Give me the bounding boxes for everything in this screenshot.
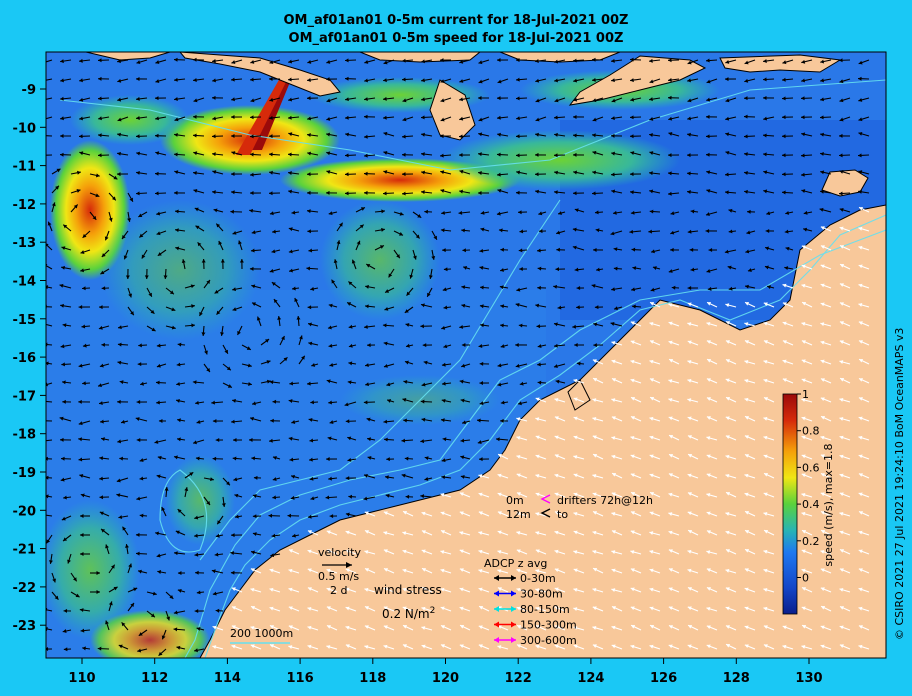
drifter-legend: 0m 12m drifters 72h@12h to [506, 494, 653, 521]
velocity-legend: velocity 0.5 m/s 2 d wind stress 0.2 N/m… [230, 546, 442, 644]
y-tick-label: -17 [13, 389, 37, 404]
x-tick-label: 130 [795, 671, 822, 686]
adcp-item-label: 150-300m [520, 619, 577, 632]
adcp-item-label: 0-30m [520, 572, 556, 585]
x-tick-label: 120 [432, 671, 459, 686]
colorbar-scale [782, 393, 798, 615]
y-tick-label: -14 [13, 275, 37, 290]
y-tick-label: -15 [13, 313, 37, 328]
x-tick-label: 124 [577, 671, 604, 686]
colorbar-tick-label: 0.4 [802, 498, 820, 511]
colorbar-tick-label: 0.2 [802, 535, 820, 548]
map-title-speed: OM_af01an01 0-5m speed for 18-Jul-2021 0… [288, 31, 624, 46]
y-tick-label: -9 [22, 83, 36, 98]
credit-line: © CSIRO 2021 27 Jul 2021 19:24:10 BoM Oc… [893, 327, 906, 640]
land [85, 52, 886, 658]
isobath-legend: 200 1000m [230, 627, 293, 640]
y-tick-label: -20 [13, 504, 37, 519]
y-tick-label: -21 [13, 543, 37, 558]
drifter-to: to [557, 508, 568, 521]
x-tick-label: 116 [287, 671, 314, 686]
colorbar-label: speed (m/s), max=1.8 [822, 443, 835, 566]
y-tick-label: -10 [13, 121, 37, 136]
x-tick-label: 110 [68, 671, 95, 686]
colorbar: 1 0.8 0.6 0.4 0.2 0 speed (m/s), max=1.8 [782, 388, 835, 615]
x-tick-label: 114 [214, 671, 241, 686]
x-tick-label: 118 [359, 671, 386, 686]
velocity-days: 2 d [330, 584, 347, 597]
drifter-12m: 12m [506, 508, 531, 521]
map-title-current: OM_af01an01 0-5m current for 18-Jul-2021… [283, 13, 629, 28]
drifter-0m: 0m [506, 494, 524, 507]
x-tick-label: 122 [505, 671, 532, 686]
y-tick-label: -23 [13, 619, 37, 634]
colorbar-tick-label: 0.6 [802, 461, 820, 474]
plot-area [46, 52, 886, 658]
y-tick-label: -19 [13, 466, 37, 481]
adcp-item-label: 300-600m [520, 634, 577, 647]
y-tick-label: -22 [13, 581, 37, 596]
adcp-legend: ADCP z avg 0-30m 30-80m 80-150m 150-300m 300… [484, 557, 577, 647]
x-axis: 110 112 114 116 118 120 122 124 126 128 130 [68, 658, 823, 686]
velocity-scale: 0.5 m/s [318, 570, 359, 583]
y-tick-label: -11 [13, 160, 37, 175]
adcp-item-label: 80-150m [520, 603, 570, 616]
drifter-text: drifters 72h@12h [557, 494, 653, 507]
y-axis: -9 -10 -11 -12 -13 -14 -15 -16 -17 -18 -19 -20 -21 -2… [13, 83, 46, 634]
colorbar-tick-label: 0.8 [802, 425, 820, 438]
x-tick-label: 112 [141, 671, 168, 686]
y-tick-label: -16 [13, 351, 37, 366]
velocity-label: velocity [318, 546, 361, 559]
y-tick-label: -18 [13, 428, 37, 443]
current-vectors [46, 57, 870, 657]
adcp-item-label: 30-80m [520, 588, 563, 601]
y-tick-label: -13 [13, 236, 37, 251]
wind-stress-label: wind stress [374, 583, 442, 597]
x-tick-label: 126 [650, 671, 677, 686]
x-tick-label: 128 [723, 671, 750, 686]
y-tick-label: -12 [13, 198, 37, 213]
colorbar-tick-label: 1 [802, 388, 809, 401]
colorbar-tick-label: 0 [802, 572, 809, 585]
adcp-title: ADCP z avg [484, 557, 547, 570]
plot-frame [45, 51, 887, 659]
wind-stress-scale: 0.2 N/m2 [382, 606, 435, 621]
